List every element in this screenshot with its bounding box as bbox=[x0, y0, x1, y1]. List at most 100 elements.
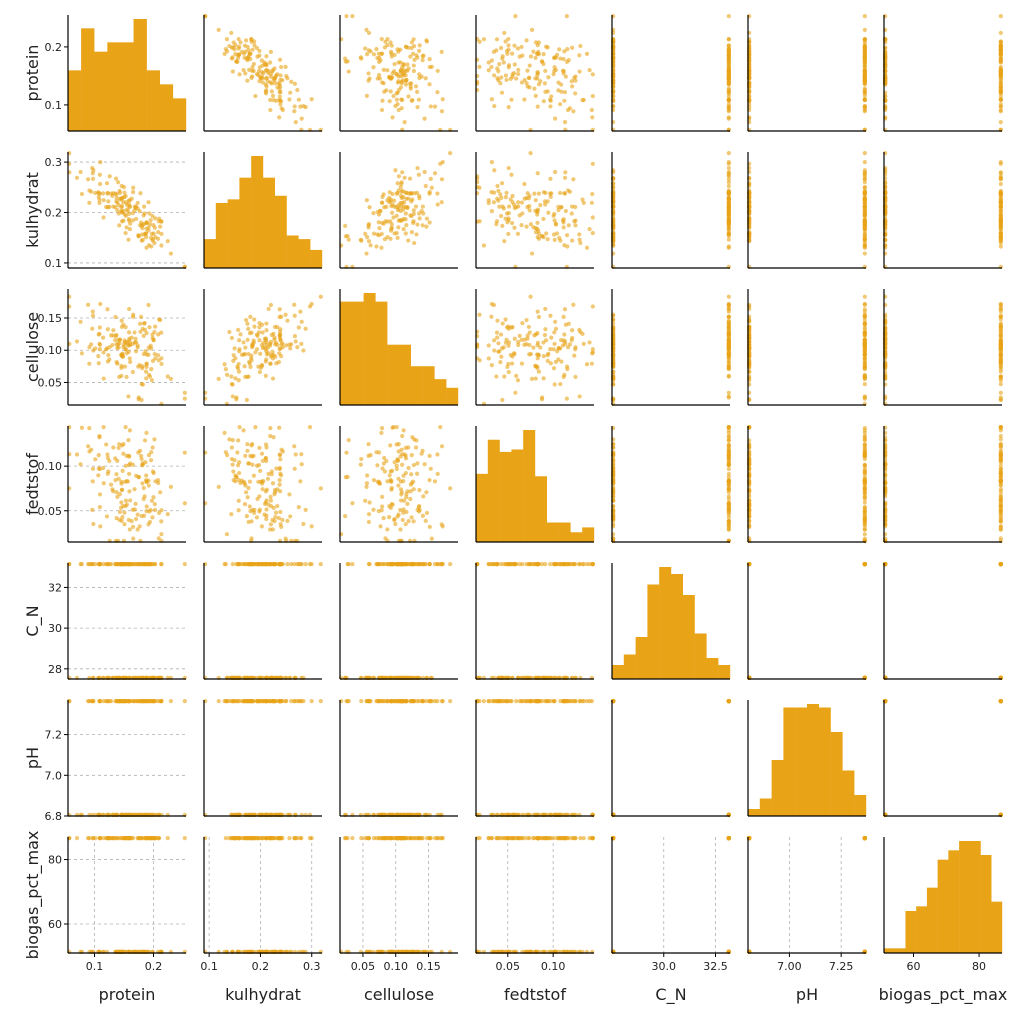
point-cellulose-kulhydrat-92 bbox=[279, 315, 283, 319]
point-protein-kulhydrat-136 bbox=[246, 54, 250, 58]
point-kulhydrat-fedtstof-101 bbox=[497, 205, 501, 209]
point-kulhydrat-cellulose-141 bbox=[396, 208, 400, 212]
point-fedtstof-protein-120 bbox=[144, 473, 148, 477]
point-kulhydrat-fedtstof-100 bbox=[527, 204, 531, 208]
point-kulhydrat-fedtstof-42 bbox=[573, 205, 577, 209]
point-C_N-kulhydrat-136 bbox=[246, 562, 250, 566]
point-fedtstof-protein-108 bbox=[147, 509, 151, 513]
point-fedtstof-C_N-155 bbox=[727, 527, 731, 531]
point-protein-cellulose-38 bbox=[412, 63, 416, 67]
point-kulhydrat-fedtstof-94 bbox=[590, 192, 594, 196]
hist-bar-cellulose-9 bbox=[446, 388, 458, 405]
point-cellulose-biogas_pct_max-89 bbox=[999, 307, 1003, 311]
point-cellulose-fedtstof-25 bbox=[501, 321, 505, 325]
point-cellulose-fedtstof-138 bbox=[587, 340, 591, 344]
point-protein-fedtstof-130 bbox=[568, 106, 572, 110]
point-protein-biogas_pct_max-81 bbox=[999, 120, 1003, 124]
point-C_N-cellulose-154 bbox=[409, 562, 413, 566]
point-protein-cellulose-57 bbox=[428, 57, 432, 61]
point-protein-kulhydrat-53 bbox=[289, 80, 293, 84]
point-kulhydrat-protein-63 bbox=[108, 174, 112, 178]
point-kulhydrat-fedtstof-26 bbox=[504, 195, 508, 199]
point-cellulose-kulhydrat-25 bbox=[264, 321, 268, 325]
point-protein-fedtstof-137 bbox=[492, 104, 496, 108]
point-protein-fedtstof-159 bbox=[499, 75, 503, 79]
point-fedtstof-biogas_pct_max-154 bbox=[999, 483, 1003, 487]
point-fedtstof-protein-17 bbox=[91, 479, 95, 483]
point-fedtstof-cellulose-107 bbox=[371, 508, 375, 512]
point-cellulose-biogas_pct_max-91 bbox=[999, 395, 1003, 399]
point-protein-cellulose-20 bbox=[414, 84, 418, 88]
point-kulhydrat-pH-154 bbox=[863, 192, 867, 196]
point-kulhydrat-cellulose-134 bbox=[415, 166, 419, 170]
point-cellulose-biogas_pct_max-156 bbox=[999, 359, 1003, 363]
point-kulhydrat-fedtstof-130 bbox=[568, 190, 572, 194]
point-kulhydrat-fedtstof-17 bbox=[536, 171, 540, 175]
point-cellulose-kulhydrat-57 bbox=[248, 315, 252, 319]
point-fedtstof-biogas_pct_max-120 bbox=[999, 473, 1003, 477]
point-cellulose-kulhydrat-50 bbox=[319, 295, 323, 299]
point-kulhydrat-fedtstof-77 bbox=[520, 200, 524, 204]
point-fedtstof-kulhydrat-62 bbox=[236, 438, 240, 442]
point-cellulose-kulhydrat-125 bbox=[232, 353, 236, 357]
point-protein-pH-149 bbox=[863, 37, 867, 41]
point-fedtstof-kulhydrat-82 bbox=[269, 522, 273, 526]
point-kulhydrat-fedtstof-137 bbox=[492, 168, 496, 172]
point-fedtstof-cellulose-92 bbox=[428, 525, 432, 529]
point-fedtstof-cellulose-22 bbox=[404, 522, 408, 526]
point-cellulose-protein-156 bbox=[106, 359, 110, 363]
point-kulhydrat-cellulose-130 bbox=[400, 190, 404, 194]
point-protein-cellulose-131 bbox=[382, 68, 386, 72]
point-fedtstof-pH-42 bbox=[863, 442, 867, 446]
point-fedtstof-protein-25 bbox=[142, 514, 146, 518]
point-fedtstof-biogas_pct_max-142 bbox=[999, 426, 1003, 430]
point-kulhydrat-protein-125 bbox=[156, 237, 160, 241]
point-protein-cellulose-150 bbox=[379, 52, 383, 56]
hist-bar-cellulose-7 bbox=[423, 366, 435, 405]
point-fedtstof-pH-157 bbox=[863, 490, 867, 494]
point-kulhydrat-fedtstof-68 bbox=[542, 190, 546, 194]
point-fedtstof-kulhydrat-97 bbox=[278, 489, 282, 493]
point-cellulose-kulhydrat-93 bbox=[246, 327, 250, 331]
point-kulhydrat-pH-27 bbox=[863, 251, 867, 255]
hist-bar-protein-2 bbox=[94, 52, 107, 131]
point-cellulose-protein-143 bbox=[156, 332, 160, 336]
point-kulhydrat-cellulose-63 bbox=[397, 174, 401, 178]
point-kulhydrat-fedtstof-55 bbox=[537, 192, 541, 196]
point-protein-fedtstof-84 bbox=[573, 74, 577, 78]
point-fedtstof-pH-155 bbox=[863, 527, 867, 531]
point-protein-fedtstof-147 bbox=[516, 46, 520, 50]
point-fedtstof-cellulose-146 bbox=[400, 463, 404, 467]
point-protein-cellulose-118 bbox=[425, 39, 429, 43]
point-fedtstof-kulhydrat-119 bbox=[230, 445, 234, 449]
point-fedtstof-cellulose-58 bbox=[367, 500, 371, 504]
point-fedtstof-cellulose-31 bbox=[410, 453, 414, 457]
point-protein-cellulose-82 bbox=[440, 50, 444, 54]
point-fedtstof-cellulose-115 bbox=[404, 495, 408, 499]
hist-bar-kulhydrat-2 bbox=[228, 199, 240, 268]
point-fedtstof-biogas_pct_max-84 bbox=[999, 442, 1003, 446]
point-C_N-protein-126 bbox=[119, 562, 123, 566]
point-fedtstof-cellulose-99 bbox=[372, 478, 376, 482]
point-cellulose-pH-116 bbox=[863, 314, 867, 318]
point-kulhydrat-protein-149 bbox=[159, 243, 163, 247]
point-protein-cellulose-156 bbox=[382, 90, 386, 94]
point-fedtstof-protein-132 bbox=[128, 527, 132, 531]
point-cellulose-protein-116 bbox=[91, 314, 95, 318]
point-cellulose-fedtstof-66 bbox=[543, 327, 547, 331]
point-kulhydrat-cellulose-123 bbox=[421, 211, 425, 215]
point-fedtstof-protein-155 bbox=[136, 527, 140, 531]
point-cellulose-protein-60 bbox=[127, 330, 131, 334]
point-cellulose-protein-72 bbox=[110, 343, 114, 347]
point-protein-cellulose-99 bbox=[372, 52, 376, 56]
point-fedtstof-cellulose-137 bbox=[393, 522, 397, 526]
point-kulhydrat-fedtstof-154 bbox=[532, 192, 536, 196]
point-cellulose-protein-58 bbox=[119, 374, 123, 378]
point-kulhydrat-protein-15 bbox=[123, 231, 127, 235]
point-protein-fedtstof-27 bbox=[530, 28, 534, 32]
point-fedtstof-kulhydrat-9 bbox=[257, 446, 261, 450]
point-cellulose-biogas_pct_max-99 bbox=[999, 370, 1003, 374]
point-protein-kulhydrat-15 bbox=[237, 72, 241, 76]
point-C_N-protein-150 bbox=[144, 562, 148, 566]
point-cellulose-biogas_pct_max-13 bbox=[999, 382, 1003, 386]
